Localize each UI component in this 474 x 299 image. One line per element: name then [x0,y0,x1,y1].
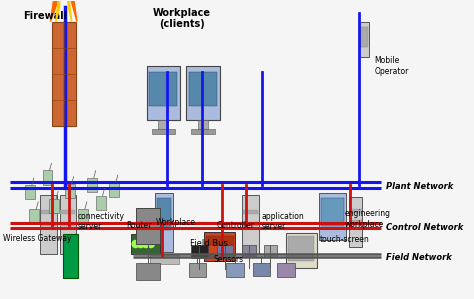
Bar [78,209,88,223]
Bar [319,193,346,240]
Bar [149,71,177,106]
Bar [286,233,317,268]
Circle shape [143,240,149,248]
Text: Router: Router [127,221,152,230]
Bar [40,195,57,254]
Bar [150,255,179,264]
Bar [131,234,160,254]
Bar [60,222,75,226]
Bar [242,245,256,257]
Bar [242,195,258,254]
Bar [158,120,168,129]
Bar [191,245,208,258]
Bar [136,208,160,244]
Bar [25,185,35,199]
Text: connectivity
server: connectivity server [78,212,125,231]
Bar [29,209,39,223]
Bar [204,232,235,261]
Bar [87,178,97,192]
Text: Field Bus: Field Bus [190,239,228,248]
Bar [253,263,270,276]
Text: Workplace: Workplace [155,218,195,227]
Text: Field Network: Field Network [386,253,452,262]
Bar [349,197,363,247]
Bar [288,236,314,261]
Bar [350,219,362,224]
Bar [226,263,244,277]
Bar [96,196,106,210]
Text: engineering
workplace: engineering workplace [345,209,391,229]
Text: Controller: Controller [217,221,255,230]
Circle shape [147,240,155,248]
Bar [189,263,206,277]
Text: application
server: application server [262,212,304,231]
Bar [189,71,217,106]
Bar [146,66,180,120]
Polygon shape [56,0,72,22]
Circle shape [137,240,144,248]
Bar [43,170,53,184]
Circle shape [132,240,139,248]
Bar [191,129,215,134]
Bar [277,263,295,277]
Bar [243,222,258,226]
Bar [152,129,175,134]
Bar [65,184,74,198]
Bar [186,66,219,120]
Bar [359,22,369,57]
Bar [52,22,76,126]
Bar [155,193,173,252]
Text: Sensors: Sensors [214,255,244,264]
Bar [60,195,76,254]
Bar [157,198,172,230]
Text: Firewall: Firewall [23,10,67,21]
Bar [109,182,119,196]
Bar [243,210,258,214]
Text: touch-screen: touch-screen [320,235,370,244]
Bar [321,198,344,226]
Bar [198,120,208,129]
Polygon shape [50,0,77,22]
Bar [63,234,78,278]
Text: Control Network: Control Network [386,223,464,232]
Bar [41,222,56,226]
Text: Plant Network: Plant Network [386,182,454,191]
Text: Workplace
(clients): Workplace (clients) [153,8,211,29]
Bar [218,245,233,258]
Bar [136,263,160,280]
Bar [60,210,75,214]
Text: Wireless Gateway: Wireless Gateway [3,234,72,242]
Bar [206,236,234,245]
Bar [360,27,368,47]
Text: Mobile
Operator: Mobile Operator [374,57,409,76]
Bar [264,245,277,257]
Bar [49,199,59,213]
Bar [41,210,56,214]
Bar [350,209,362,213]
